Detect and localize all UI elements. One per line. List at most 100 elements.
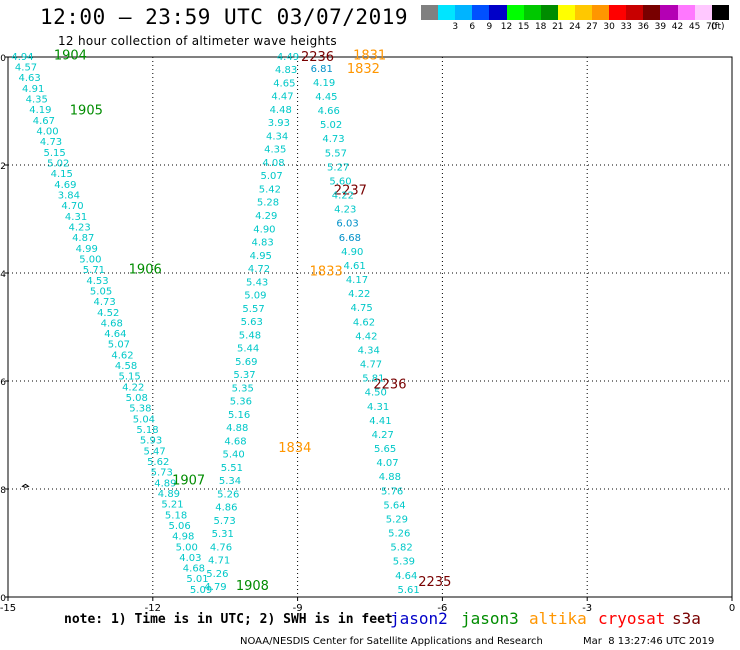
- swh-value-label: 5.29: [386, 514, 408, 525]
- color-scale-swatch: [489, 5, 507, 20]
- swh-value-label: 4.83: [275, 65, 297, 76]
- swh-value-label: 5.00: [176, 542, 198, 553]
- swh-value-label: 4.31: [367, 402, 389, 413]
- swh-value-label: 6.03: [336, 219, 358, 230]
- color-scale-label: 33: [620, 22, 632, 32]
- swh-value-label: 4.66: [318, 106, 340, 117]
- swh-value-label: 4.31: [65, 212, 87, 223]
- swh-value-label: 5.64: [383, 500, 405, 511]
- color-scale-swatch: [626, 5, 644, 20]
- color-scale-unit: (ft): [711, 22, 725, 32]
- swh-value-label: 6.81: [311, 64, 333, 75]
- swh-value-label: 5.93: [140, 436, 162, 447]
- x-tick-label: -12: [145, 603, 161, 614]
- swh-value-label: 4.90: [341, 247, 363, 258]
- swh-value-label: 5.39: [393, 557, 415, 568]
- swh-value-label: 5.61: [397, 585, 419, 596]
- swh-value-label: 5.37: [233, 370, 255, 381]
- color-scale-label: 42: [671, 22, 684, 32]
- pass-time-label: 1833: [310, 264, 343, 279]
- swh-value-label: 4.42: [355, 331, 377, 342]
- swh-value-label: 5.04: [133, 414, 155, 425]
- swh-value-label: 5.09: [190, 585, 212, 596]
- swh-value-label: 5.28: [257, 198, 279, 209]
- swh-value-label: 5.65: [374, 444, 396, 455]
- swh-value-label: 5.76: [381, 486, 403, 497]
- swh-value-label: 4.50: [365, 388, 387, 399]
- island-outline: [21, 483, 30, 488]
- swh-value-label: 5.08: [126, 393, 148, 404]
- color-scale-label: 9: [486, 22, 493, 32]
- swh-value-label: 5.18: [136, 425, 158, 436]
- color-scale-label: 24: [569, 22, 581, 32]
- x-tick-label: 0: [729, 603, 735, 614]
- swh-value-label: 5.47: [144, 446, 166, 457]
- pass-time-label: 2237: [334, 183, 367, 198]
- swh-value-label: 4.73: [40, 137, 62, 148]
- swh-value-label: 4.73: [93, 297, 115, 308]
- swh-value-label: 4.34: [358, 345, 380, 356]
- swh-value-label: 5.18: [165, 510, 187, 521]
- swh-value-label: 4.00: [36, 127, 58, 138]
- color-scale-label: 3: [452, 22, 459, 32]
- swh-value-label: 5.01: [186, 574, 208, 585]
- swh-value-label: 4.91: [22, 84, 44, 95]
- swh-value-label: 5.82: [390, 543, 412, 554]
- swh-value-label: 4.79: [204, 582, 226, 593]
- swh-value-label: 5.09: [244, 291, 266, 302]
- swh-value-label: 4.27: [372, 430, 394, 441]
- color-scale-swatch: [421, 5, 439, 20]
- pass-time-label: 1907: [172, 473, 205, 488]
- color-scale-swatch: [609, 5, 627, 20]
- swh-value-label: 5.48: [239, 330, 261, 341]
- swh-value-label: 4.72: [248, 264, 270, 275]
- color-scale-swatch: [643, 5, 661, 20]
- swh-value-label: 4.89: [158, 489, 180, 500]
- footer-credit: NOAA/NESDIS Center for Satellite Applica…: [240, 636, 543, 647]
- x-tick-label: -3: [582, 603, 592, 614]
- color-scale-swatch: [677, 5, 696, 20]
- swh-value-label: 4.19: [29, 105, 51, 116]
- x-tick-label: -6: [437, 603, 447, 614]
- color-scale-swatch: [660, 5, 678, 20]
- page-subtitle: 12 hour collection of altimeter wave hei…: [58, 34, 337, 48]
- swh-value-label: 5.27: [327, 162, 349, 173]
- swh-value-label: 4.49: [277, 52, 299, 63]
- satellite-legend-altika: altika: [529, 609, 587, 628]
- y-tick-label: -2: [0, 162, 6, 172]
- pass-time-label: 1904: [54, 48, 87, 63]
- swh-value-label: 4.70: [61, 201, 83, 212]
- swh-value-label: 4.87: [72, 233, 94, 244]
- swh-value-label: 4.68: [101, 318, 123, 329]
- swh-value-label: 4.08: [262, 158, 284, 169]
- color-scale-label: 21: [552, 22, 564, 32]
- swh-value-label: 5.26: [388, 529, 410, 540]
- swh-value-label: 4.67: [33, 116, 55, 127]
- swh-value-label: 4.23: [334, 205, 356, 216]
- swh-value-label: 4.41: [369, 416, 391, 427]
- pass-time-label: 1908: [236, 579, 269, 594]
- swh-value-label: 4.98: [172, 532, 194, 543]
- swh-value-label: 4.17: [346, 275, 368, 286]
- satellite-legend-jason2: jason2: [390, 609, 448, 628]
- color-scale-swatch: [472, 5, 490, 20]
- swh-value-label: 4.68: [183, 564, 205, 575]
- swh-value-label: 4.29: [255, 211, 277, 222]
- pass-time-label: 1905: [70, 103, 103, 118]
- color-scale-swatch: [540, 5, 559, 20]
- swh-value-label: 5.63: [241, 317, 263, 328]
- swh-value-label: 4.90: [253, 224, 275, 235]
- swh-value-label: 5.26: [217, 489, 239, 500]
- swh-value-label: 4.88: [226, 423, 248, 434]
- swh-value-label: 5.15: [118, 372, 140, 383]
- swh-value-label: 5.21: [161, 500, 183, 511]
- swh-value-label: 4.62: [353, 317, 375, 328]
- color-scale-swatch: [523, 5, 542, 20]
- color-scale-swatch: [455, 5, 473, 20]
- swh-value-label: 4.77: [360, 360, 382, 371]
- swh-value-label: 4.69: [54, 180, 76, 191]
- swh-value-label: 4.65: [273, 78, 295, 89]
- swh-value-label: 4.45: [315, 92, 337, 103]
- swh-value-label: 4.58: [115, 361, 137, 372]
